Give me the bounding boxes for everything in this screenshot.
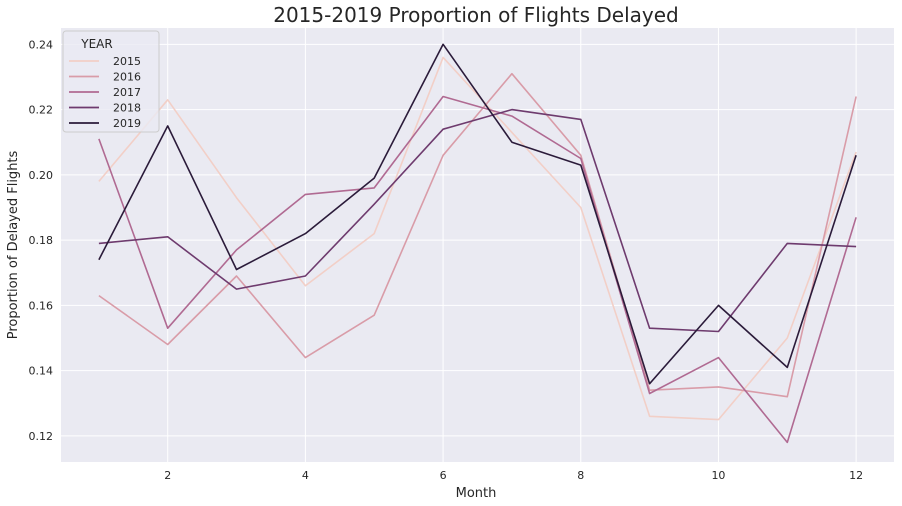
legend-label-2018: 2018 (113, 102, 141, 115)
legend-label-2016: 2016 (113, 71, 141, 84)
x-tick-label: 10 (711, 469, 725, 482)
x-tick-label: 6 (440, 469, 447, 482)
x-axis-ticks: 2 4 6 8 10 12 (164, 469, 863, 482)
series-line-2016 (98, 72, 857, 398)
series-line-2017 (98, 95, 857, 444)
y-tick-label: 0.14 (29, 365, 54, 378)
series-line-2018 (98, 108, 857, 333)
y-tick-label: 0.16 (29, 299, 54, 312)
grid (61, 28, 894, 462)
y-axis-ticks: 0.12 0.14 0.16 0.18 0.20 0.22 0.24 (29, 38, 54, 443)
y-tick-label: 0.22 (29, 104, 54, 117)
legend: YEAR 2015 2016 2017 2018 2019 (62, 30, 160, 133)
x-axis-label: Month (456, 486, 497, 501)
series-lines (98, 43, 857, 444)
legend-title: YEAR (80, 37, 112, 51)
x-tick-label: 8 (577, 469, 584, 482)
legend-label-2015: 2015 (113, 55, 141, 68)
legend-label-2017: 2017 (113, 86, 141, 99)
x-tick-label: 2 (164, 469, 171, 482)
series-line-2019 (98, 43, 857, 385)
series-line-2015 (98, 56, 857, 421)
y-tick-label: 0.20 (29, 169, 54, 182)
y-tick-label: 0.24 (29, 38, 54, 51)
legend-label-2019: 2019 (113, 117, 141, 130)
y-axis-label: Proportion of Delayed Flights (6, 150, 21, 339)
x-tick-label: 4 (302, 469, 309, 482)
x-tick-label: 12 (849, 469, 863, 482)
y-tick-label: 0.12 (29, 430, 54, 443)
y-tick-label: 0.18 (29, 234, 54, 247)
chart-title: 2015-2019 Proportion of Flights Delayed (273, 3, 679, 27)
plot-area (61, 28, 894, 462)
